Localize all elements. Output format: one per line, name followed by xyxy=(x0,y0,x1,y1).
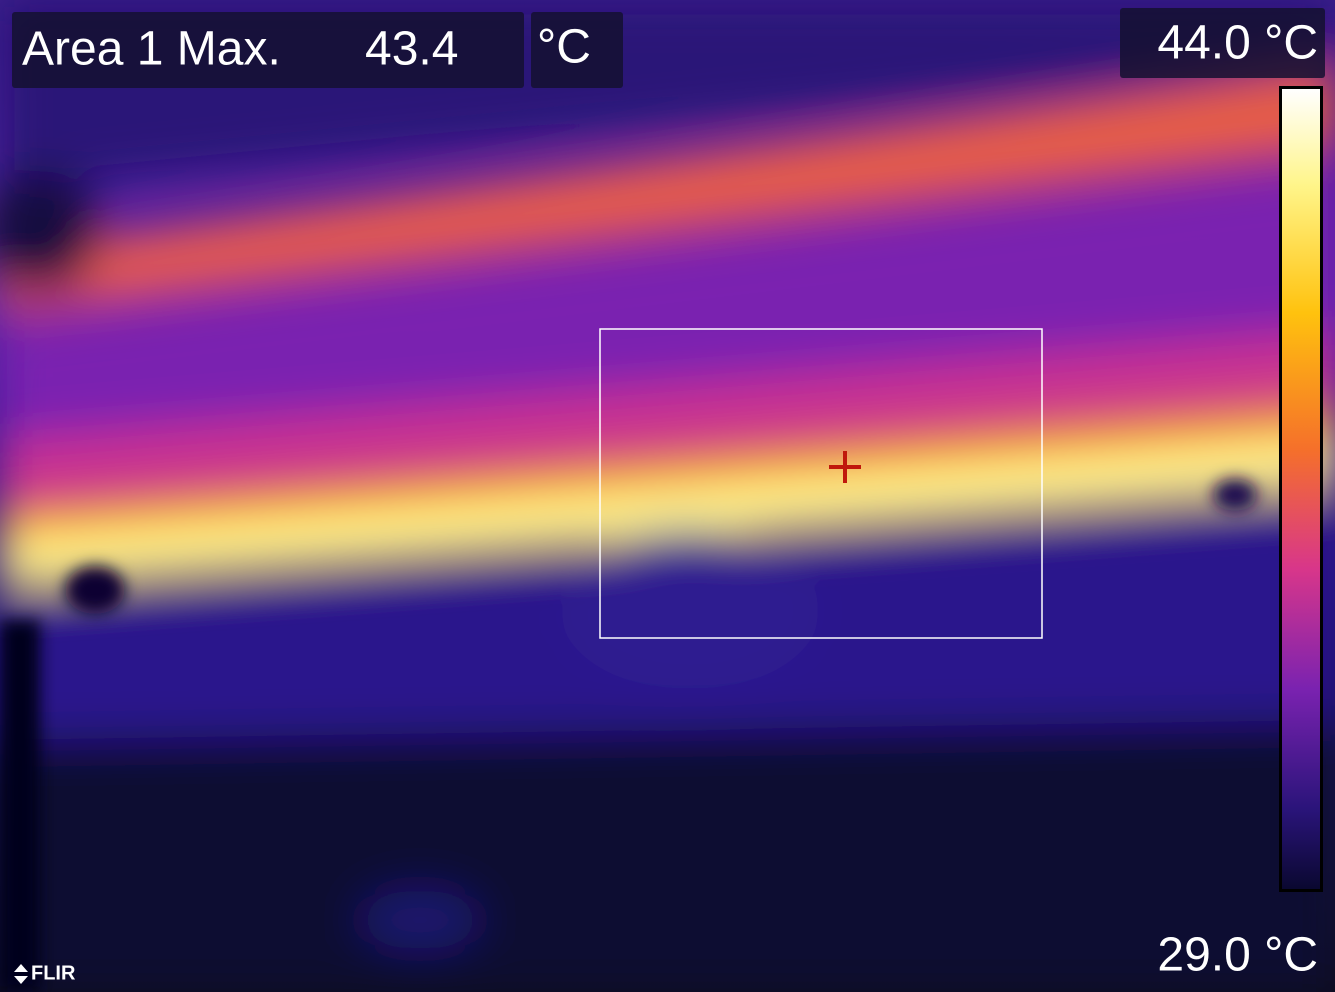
measurement-box xyxy=(12,12,524,88)
logo: FLIR xyxy=(31,962,76,984)
scale-max: 44.0 °C xyxy=(1157,17,1318,70)
logo-icon xyxy=(14,964,28,984)
cold-spots xyxy=(0,479,1257,992)
scale-max-box xyxy=(1120,8,1325,78)
color-scale xyxy=(1282,89,1320,889)
measurement-value: 43.4 xyxy=(365,23,458,76)
unit-box xyxy=(531,12,623,88)
measurement-label: Area 1 Max. xyxy=(22,23,281,76)
scale-min: 29.0 °C xyxy=(1157,929,1318,982)
measurement-unit: °C xyxy=(537,21,591,74)
crosshair xyxy=(829,451,861,483)
measurement-area xyxy=(599,328,1043,639)
